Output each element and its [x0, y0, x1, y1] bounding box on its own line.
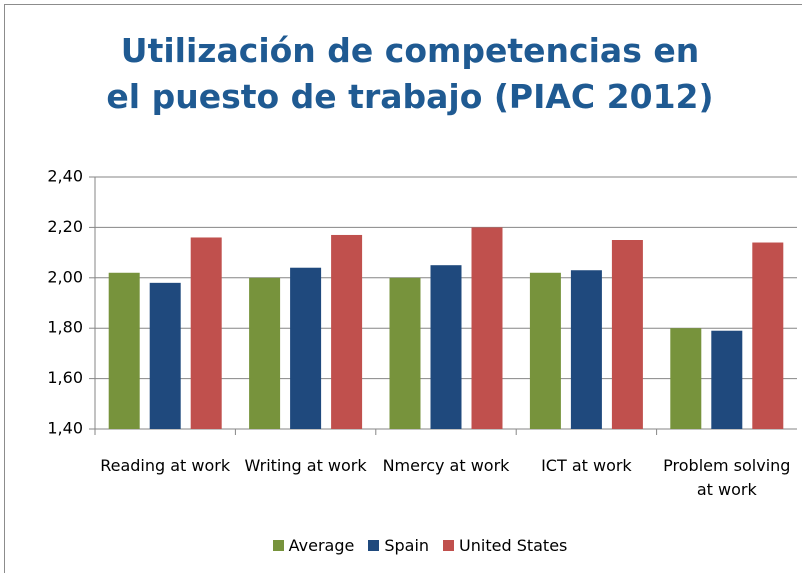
x-tick-label: Reading at work — [100, 456, 231, 475]
legend-label: United States — [459, 536, 568, 555]
bar — [190, 237, 222, 429]
chart-frame — [4, 4, 802, 573]
bar — [108, 272, 140, 429]
legend-item: Spain — [368, 536, 429, 555]
y-tick-label: 1,80 — [47, 318, 83, 337]
bar — [290, 267, 322, 429]
legend: Average Spain United States — [0, 536, 802, 555]
y-tick-label: 2,40 — [47, 167, 83, 186]
y-tick-label: 2,20 — [47, 217, 83, 236]
bar — [331, 234, 363, 429]
bar — [249, 277, 281, 429]
bar — [430, 265, 462, 429]
legend-swatch — [272, 540, 284, 551]
bar — [752, 242, 784, 429]
bar — [611, 240, 643, 429]
legend-item: United States — [443, 536, 567, 555]
bar — [529, 272, 561, 429]
legend-label: Spain — [384, 536, 430, 555]
bar — [670, 328, 702, 429]
bar — [570, 270, 602, 429]
y-tick-label: 2,00 — [47, 267, 83, 286]
legend-swatch — [443, 540, 455, 551]
x-tick-label: Nmercy at work — [382, 456, 510, 475]
chart-title: Utilización de competencias en el puesto… — [106, 31, 714, 116]
x-tick-label: ICT at work — [541, 456, 632, 475]
legend-label: Average — [288, 536, 355, 555]
legend-item: Average — [272, 536, 355, 555]
bar — [389, 277, 421, 429]
x-tick-label: Writing at work — [244, 456, 367, 475]
bar — [711, 330, 743, 429]
y-tick-label: 1,60 — [47, 368, 83, 387]
legend-swatch — [368, 540, 380, 551]
x-tick-label: Problem solving at work — [663, 456, 791, 499]
bar — [471, 227, 503, 429]
y-tick-label: 1,40 — [47, 419, 83, 438]
bar — [149, 282, 181, 429]
